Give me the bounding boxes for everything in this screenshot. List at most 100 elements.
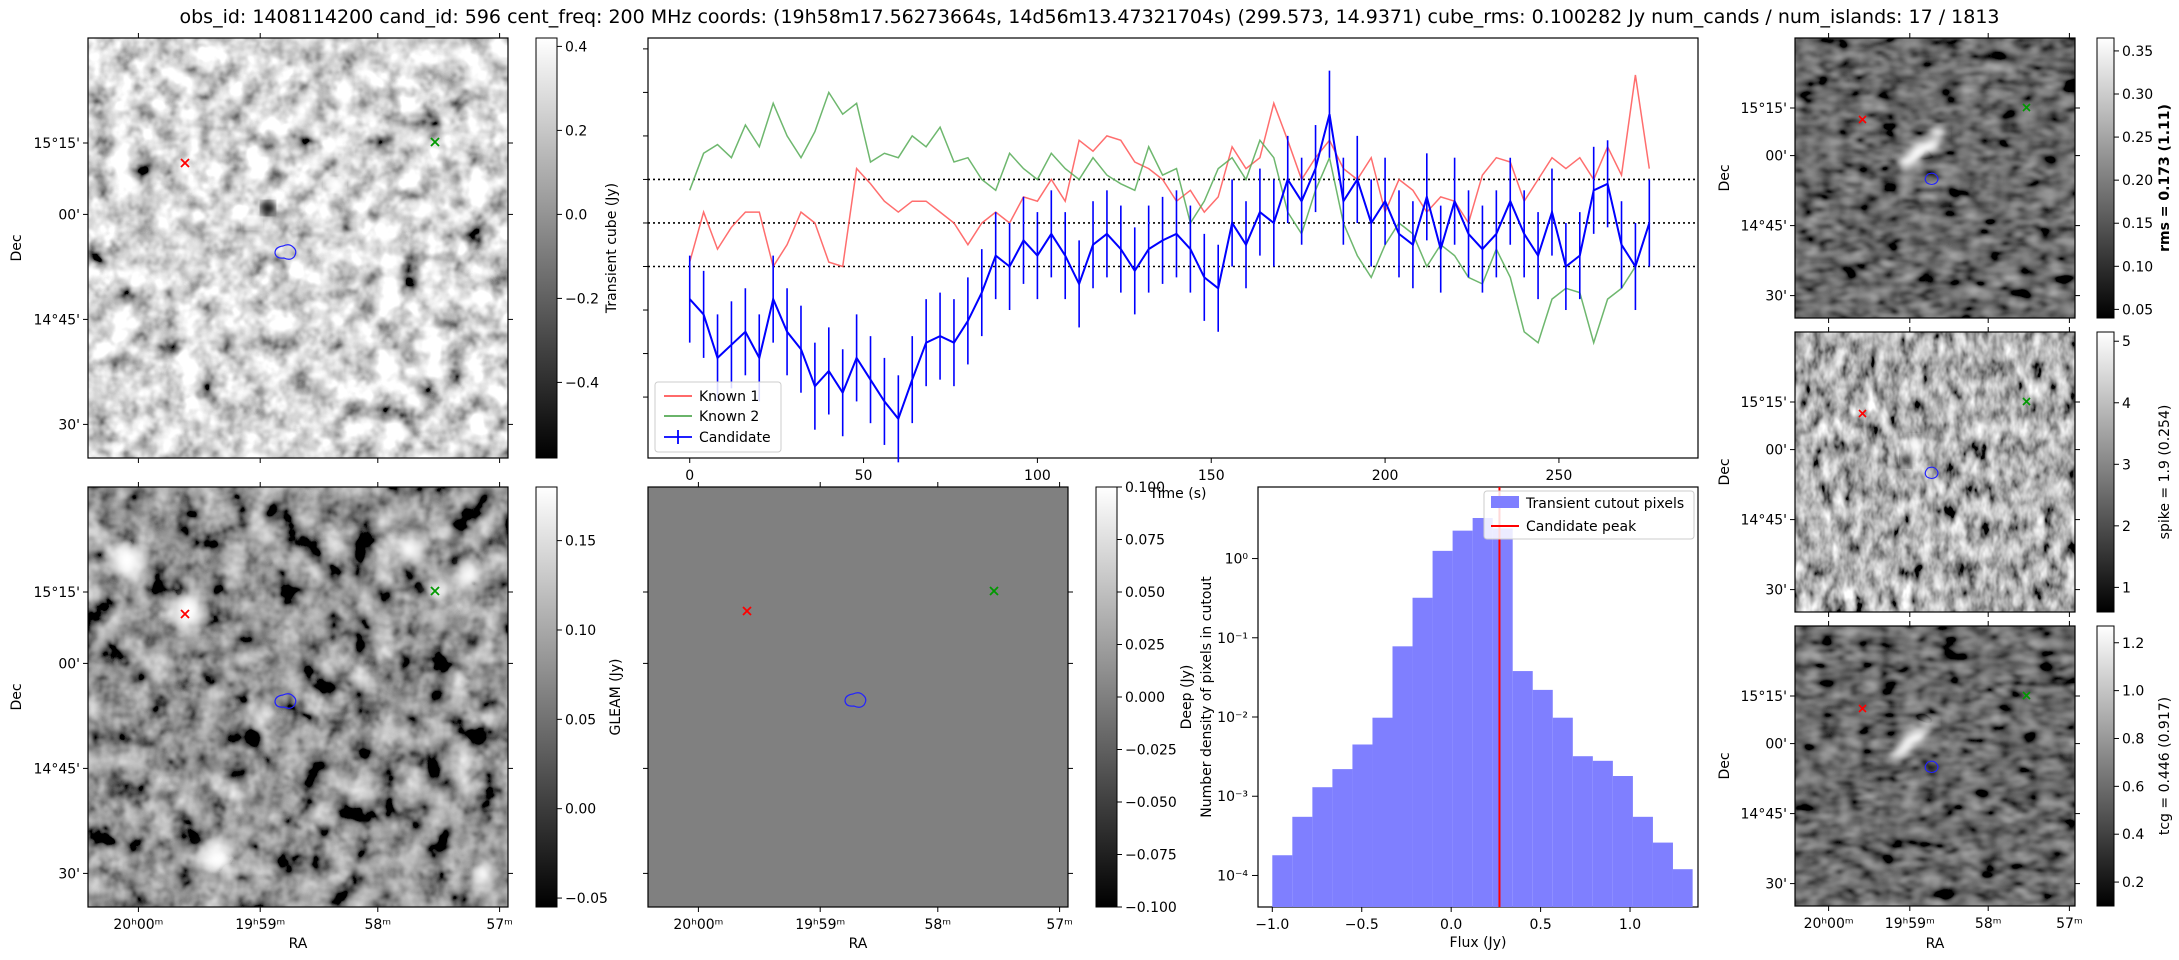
gleam-image-frame (647, 486, 1069, 908)
candidate-contour (1924, 172, 1939, 186)
spike-colorbar (2096, 331, 2115, 613)
right-ra-label: RA (1926, 936, 1945, 952)
rms-colorbar (2096, 37, 2115, 319)
deep-image-panel (87, 486, 509, 908)
dec-tick-label: 30' (1765, 289, 1787, 305)
dec-tick-label: 00' (1765, 149, 1787, 165)
x-tick-label: 250 (1546, 468, 1573, 484)
known1-marker (180, 158, 190, 168)
series-line-known-1 (688, 74, 1651, 269)
dec-tick-label: 30' (1765, 583, 1787, 599)
rms-image-features (1898, 127, 1946, 167)
legend-box (1483, 490, 1695, 540)
rms-image-noise (1795, 38, 2075, 318)
x-tick-label: 0.5 (1529, 917, 1551, 933)
dec-tick-label: 14°45' (1741, 513, 1787, 529)
histogram-bar (1392, 646, 1413, 907)
histogram-bar (1632, 816, 1653, 907)
gleam-image-panel (647, 486, 1069, 908)
histogram-bar (1272, 855, 1293, 907)
tcg-image-panel (1794, 625, 2076, 907)
gleam-ra-label: RA (849, 936, 868, 952)
histogram-bar (1432, 550, 1453, 907)
histogram-bar (1492, 528, 1513, 907)
y-tick-label: 10⁻² (1217, 710, 1248, 726)
known2-marker (430, 586, 440, 596)
y-tick-label: 10⁻⁴ (1217, 868, 1248, 884)
dec-tick-label: 30' (58, 417, 80, 433)
histogram-bar (1572, 756, 1593, 907)
ra-tick-label: 57ᵐ (486, 917, 513, 933)
tcg-colorbar-tick-label: 0.2 (2122, 875, 2144, 891)
tcg-image-noise (1795, 626, 2075, 906)
histogram-bar (1612, 776, 1633, 907)
spike-colorbar-tick-label: 5 (2122, 334, 2131, 350)
legend-label-candidate: Candidate (699, 430, 771, 446)
dec-tick-label: 15°15' (1741, 101, 1787, 117)
x-tick-label: 200 (1372, 468, 1399, 484)
ra-tick-label: 58ᵐ (365, 917, 392, 933)
deep-image-noise (88, 487, 508, 907)
x-tick-label: 100 (1024, 468, 1051, 484)
ra-tick-label: 19ʰ59ᵐ (1885, 916, 1935, 932)
transient-colorbar-label: Transient cube (Jy) (604, 183, 620, 314)
histogram-bar (1292, 816, 1313, 907)
known2-marker (430, 137, 440, 147)
histogram-bar (1452, 530, 1473, 907)
histogram-bar (1532, 689, 1553, 907)
y-tick-label: 10⁻¹ (1217, 631, 1248, 647)
known1-marker (742, 606, 752, 616)
deep-colorbar-tick-label: 0.00 (565, 802, 596, 818)
dec-tick-label: 00' (58, 656, 80, 672)
gleam-colorbar-tick-label: −0.025 (1125, 743, 1177, 759)
spike-colorbar-tick-label: 3 (2122, 457, 2131, 473)
y-tick-label: 10⁻³ (1217, 789, 1248, 805)
legend-swatch-transient-pixels (1491, 496, 1519, 508)
transient-colorbar-tick-label: 0.0 (565, 207, 587, 223)
tcg-colorbar (2096, 625, 2115, 907)
x-tick-label: 0.0 (1440, 917, 1462, 933)
x-tick-label: 0 (685, 468, 694, 484)
rms-colorbar-tick-label: 0.20 (2122, 173, 2153, 189)
spike-colorbar-label: spike = 1.9 (0.254) (2157, 405, 2173, 540)
deep-dec-label: Dec (9, 683, 25, 710)
transient-dec-label: Dec (9, 234, 25, 261)
gleam-colorbar-tick-label: 0.050 (1125, 585, 1165, 601)
deep-image-sources (111, 536, 492, 885)
dec-tick-label: 00' (1765, 443, 1787, 459)
spike-colorbar-tick-label: 1 (2122, 580, 2131, 596)
dec-tick-label: 15°15' (34, 136, 80, 152)
spike-image-features (1901, 436, 1921, 466)
transient-image-frame (87, 37, 509, 459)
known1-marker (1858, 704, 1867, 713)
transient-colorbar-tick-label: 0.4 (565, 39, 587, 55)
legend-label-transient-pixels: Transient cutout pixels (1525, 496, 1684, 512)
dec-tick-label: 00' (58, 207, 80, 223)
rms-image-frame (1794, 37, 2076, 319)
lightcurve-legend: Known 1 Known 2 Candidate (654, 381, 782, 453)
spike-image-panel (1794, 331, 2076, 613)
rms-image-panel (1794, 37, 2076, 319)
histogram-bar (1672, 869, 1693, 907)
rms-colorbar-tick-label: 0.05 (2122, 302, 2153, 318)
histogram-bar (1472, 517, 1493, 907)
lightcurve-series (688, 70, 1651, 463)
candidate-contour (844, 692, 867, 708)
deep-colorbar-tick-label: −0.05 (565, 891, 608, 907)
histogram-bar (1592, 760, 1613, 907)
gleam-colorbar-tick-label: 0.075 (1125, 533, 1165, 549)
x-tick-label: −0.5 (1345, 917, 1379, 933)
series-line-candidate (688, 113, 1651, 421)
legend-label-candidate-peak: Candidate peak (1526, 519, 1637, 535)
dec-tick-label: 14°45' (1741, 219, 1787, 235)
rms-colorbar-label: rms = 0.173 (1.11) (2157, 104, 2173, 252)
gleam-colorbar-tick-label: −0.075 (1125, 848, 1177, 864)
deep-colorbar-label: Deep (Jy) (1179, 665, 1195, 730)
tcg-image-features (1889, 718, 1936, 759)
histogram-bars (1272, 487, 1693, 907)
transient-image-panel (87, 37, 509, 459)
dec-tick-label: 30' (58, 866, 80, 882)
transient-colorbar-tick-label: −0.4 (565, 375, 599, 391)
dec-tick-label: 15°15' (34, 585, 80, 601)
